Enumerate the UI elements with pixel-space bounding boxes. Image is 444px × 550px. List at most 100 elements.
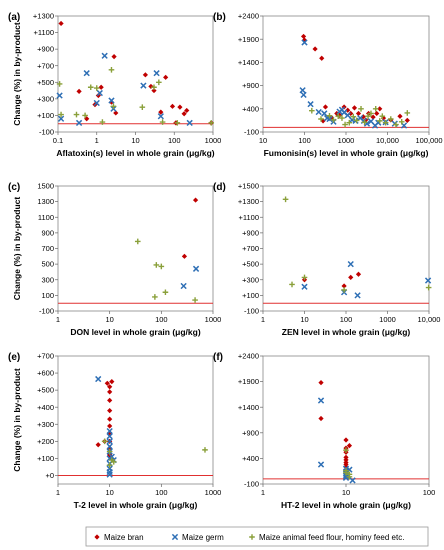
y-tick-label: +1400 <box>238 403 259 412</box>
y-tick-label: +1300 <box>238 197 259 206</box>
y-tick-label: +700 <box>242 244 259 253</box>
data-point-feed <box>361 119 368 126</box>
legend-item-germ: Maize germ <box>171 533 224 542</box>
data-point-feed <box>346 119 353 126</box>
y-tick-label: -100 <box>244 480 259 489</box>
y-tick-label: +200 <box>37 437 54 446</box>
data-point-feed <box>106 448 113 455</box>
y-tick-label: 900 <box>41 228 54 237</box>
y-tick-label: +900 <box>242 428 259 437</box>
data-point-feed <box>398 118 405 125</box>
y-tick-label: 100 <box>41 291 54 300</box>
x-tick-label: 1000 <box>205 315 222 324</box>
data-point-germ <box>315 108 322 116</box>
data-point-feed <box>425 284 432 291</box>
data-point-bran <box>169 103 176 109</box>
data-point-feed <box>156 79 162 86</box>
chart-panel-c: (c) -100 100 300 500 700 900 1100 1300 1500 1 10 100… <box>8 182 221 337</box>
data-point-germ <box>317 397 325 404</box>
data-point-feed <box>289 281 295 288</box>
x-tick-label: 100 <box>423 488 436 497</box>
data-point-bran <box>107 389 113 395</box>
x-tick-label: 10,000 <box>418 315 441 324</box>
legend-marker-germ <box>171 533 179 541</box>
data-point-feed <box>101 438 108 445</box>
y-tick-label: 700 <box>41 244 54 253</box>
data-point-germ <box>300 91 307 99</box>
data-point-germ <box>301 39 308 46</box>
data-point-feed <box>158 263 165 270</box>
y-tick-label: +100 <box>242 291 259 300</box>
data-point-feed <box>342 121 348 128</box>
y-tick-label: 1300 <box>37 197 54 206</box>
x-tick-label: 10 <box>105 488 113 497</box>
y-tick-label: +500 <box>37 78 54 87</box>
data-point-bran <box>355 110 362 117</box>
series-feed <box>134 238 198 303</box>
y-tick-label: +1100 <box>33 28 54 37</box>
y-tick-label: 1500 <box>37 182 54 191</box>
y-tick-label: 1100 <box>38 213 54 222</box>
y-tick-label: +1300 <box>33 12 54 21</box>
data-point-bran <box>377 106 383 112</box>
data-point-feed <box>368 110 374 117</box>
data-point-bran <box>318 380 324 386</box>
x-axis-title: ZEN level in whole grain (μg/kg) <box>282 327 411 337</box>
x-tick-label: 10 <box>105 315 113 324</box>
legend-label-bran: Maize bran <box>104 533 144 542</box>
data-point-feed <box>335 113 342 120</box>
data-point-bran <box>107 416 113 422</box>
x-tick-label: 1000 <box>338 136 355 145</box>
x-tick-label: 0.1 <box>53 136 63 145</box>
data-point-bran <box>397 113 403 119</box>
data-point-germ <box>346 466 353 473</box>
legend-marker-feed <box>249 534 255 540</box>
data-point-feed <box>99 119 106 125</box>
x-axis-title: Aflatoxin(s) level in whole grain (μg/kg… <box>56 148 214 158</box>
panel-label: (d) <box>213 182 226 193</box>
data-point-germ <box>186 119 193 127</box>
data-point-feed <box>382 119 389 126</box>
data-point-germ <box>317 461 325 468</box>
data-point-feed <box>174 120 181 126</box>
series-germ <box>180 265 200 290</box>
data-point-feed <box>309 107 315 114</box>
data-point-feed <box>358 106 364 112</box>
data-point-feed <box>151 84 157 91</box>
series-feed <box>343 447 353 480</box>
x-tick-label: 100 <box>168 136 181 145</box>
data-point-germ <box>192 265 200 272</box>
x-axis-title: HT-2 level in whole grain (μg/kg) <box>281 500 411 510</box>
y-tick-label: -100 <box>39 128 54 137</box>
data-point-feed <box>376 118 383 124</box>
y-tick-label: +500 <box>37 386 54 395</box>
y-tick-label: +300 <box>37 420 54 429</box>
data-point-bran <box>84 116 90 122</box>
data-point-bran <box>360 114 366 120</box>
data-point-feed <box>393 121 399 128</box>
y-tick-label: +100 <box>37 454 54 463</box>
data-point-bran <box>181 111 187 117</box>
y-axis-title: Change (%) in by-product <box>12 368 22 472</box>
plot-area <box>57 355 214 485</box>
series-feed <box>56 67 215 126</box>
data-point-germ <box>106 471 113 478</box>
data-point-bran <box>336 112 343 118</box>
data-point-bran <box>370 114 376 120</box>
panel-label: (a) <box>8 12 20 23</box>
data-point-bran <box>158 109 164 115</box>
data-point-bran <box>107 397 113 403</box>
legend-item-bran: Maize bran <box>94 533 144 542</box>
y-axis-title: Change (%) in by-product <box>12 197 22 301</box>
x-tick-label: 1000 <box>205 488 222 497</box>
data-point-bran <box>58 20 64 27</box>
data-point-bran <box>181 253 188 259</box>
data-point-germ <box>301 283 308 290</box>
data-point-feed <box>379 113 386 120</box>
legend-label-germ: Maize germ <box>182 533 224 542</box>
data-point-bran <box>76 88 82 94</box>
y-tick-label: +1100 <box>238 213 259 222</box>
x-tick-label: 10 <box>131 136 139 145</box>
data-point-germ <box>180 282 187 290</box>
data-point-bran <box>345 107 351 113</box>
